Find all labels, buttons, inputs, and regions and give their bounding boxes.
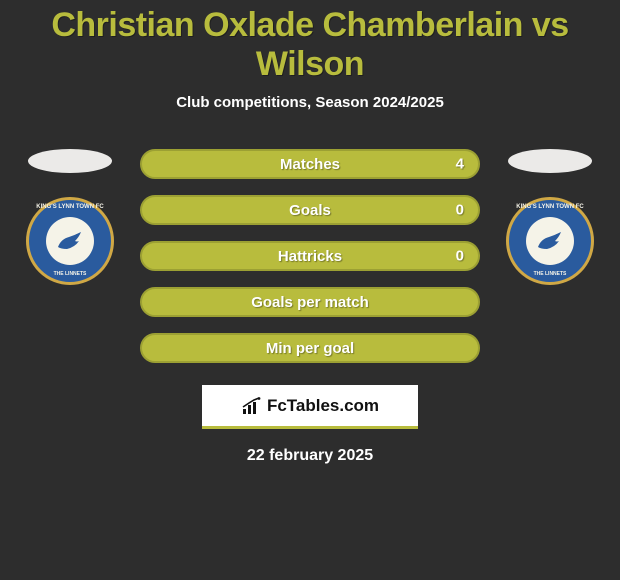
badge-text-top: KING'S LYNN TOWN FC xyxy=(516,204,583,210)
stat-bar-goals-per-match: Goals per match xyxy=(140,287,480,317)
bird-icon xyxy=(55,229,85,253)
badge-inner-circle xyxy=(46,217,94,265)
comparison-card: Christian Oxlade Chamberlain vs Wilson C… xyxy=(0,0,620,465)
stat-value: 0 xyxy=(456,202,464,219)
player-ellipse-right xyxy=(508,149,592,173)
page-title: Christian Oxlade Chamberlain vs Wilson xyxy=(0,6,620,84)
stat-bar-matches: Matches 4 xyxy=(140,149,480,179)
stat-label: Matches xyxy=(280,156,340,173)
right-column: KING'S LYNN TOWN FC THE LINNETS xyxy=(500,149,600,285)
badge-text-top: KING'S LYNN TOWN FC xyxy=(36,204,103,210)
stat-bar-min-per-goal: Min per goal xyxy=(140,333,480,363)
stats-column: Matches 4 Goals 0 Hattricks 0 Goals per … xyxy=(140,149,480,363)
stat-value: 0 xyxy=(456,248,464,265)
stat-label: Hattricks xyxy=(278,248,342,265)
badge-inner-circle xyxy=(526,217,574,265)
subtitle: Club competitions, Season 2024/2025 xyxy=(0,94,620,111)
stat-bar-goals: Goals 0 xyxy=(140,195,480,225)
date-line: 22 february 2025 xyxy=(0,447,620,465)
bird-icon xyxy=(535,229,565,253)
stat-value: 4 xyxy=(456,156,464,173)
badge-text-bottom: THE LINNETS xyxy=(54,271,87,277)
stat-label: Min per goal xyxy=(266,340,354,357)
club-badge-left: KING'S LYNN TOWN FC THE LINNETS xyxy=(26,197,114,285)
left-column: KING'S LYNN TOWN FC THE LINNETS xyxy=(20,149,120,285)
stat-label: Goals per match xyxy=(251,294,369,311)
badge-text-bottom: THE LINNETS xyxy=(534,271,567,277)
chart-icon xyxy=(241,397,263,415)
stat-label: Goals xyxy=(289,202,331,219)
player-ellipse-left xyxy=(28,149,112,173)
stat-bar-hattricks: Hattricks 0 xyxy=(140,241,480,271)
brand-text: FcTables.com xyxy=(267,396,379,416)
club-badge-right: KING'S LYNN TOWN FC THE LINNETS xyxy=(506,197,594,285)
brand-box[interactable]: FcTables.com xyxy=(202,385,418,429)
main-row: KING'S LYNN TOWN FC THE LINNETS Matches … xyxy=(0,149,620,363)
